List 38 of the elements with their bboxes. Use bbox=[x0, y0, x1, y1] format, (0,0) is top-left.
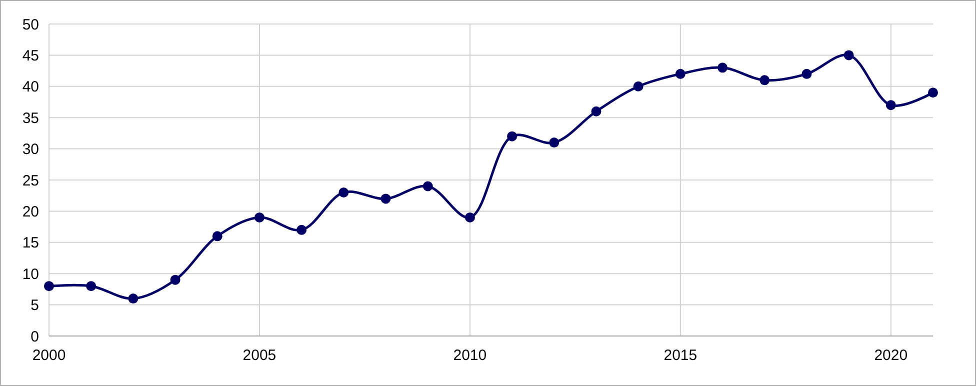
y-tick-label: 30 bbox=[22, 141, 39, 158]
point bbox=[170, 274, 180, 285]
y-tick-label: 10 bbox=[22, 266, 39, 283]
point bbox=[44, 281, 54, 292]
point bbox=[507, 131, 518, 142]
point bbox=[128, 294, 138, 304]
x-tick-label: 2005 bbox=[242, 347, 276, 364]
point bbox=[254, 212, 264, 222]
point bbox=[212, 231, 222, 242]
y-tick-label: 0 bbox=[30, 328, 39, 346]
point bbox=[718, 62, 728, 73]
y-tick-label: 25 bbox=[22, 172, 39, 190]
y-tick-label: 35 bbox=[22, 110, 39, 127]
y-tick-label: 15 bbox=[22, 234, 39, 252]
point bbox=[886, 100, 896, 110]
point bbox=[86, 281, 96, 292]
y-tick-label: 50 bbox=[22, 16, 39, 34]
point bbox=[338, 187, 349, 198]
y-tick-label: 20 bbox=[22, 203, 39, 220]
point bbox=[928, 88, 938, 98]
y-tick-label: 5 bbox=[30, 297, 39, 314]
point bbox=[422, 181, 433, 192]
point bbox=[296, 224, 307, 235]
point bbox=[633, 81, 644, 92]
x-tick-label: 2015 bbox=[664, 347, 698, 364]
point bbox=[802, 68, 812, 79]
point bbox=[464, 212, 475, 222]
y-tick-label: 45 bbox=[22, 47, 39, 64]
point bbox=[675, 68, 686, 79]
y-tick-label: 40 bbox=[22, 78, 39, 96]
x-tick-label: 2010 bbox=[453, 347, 487, 364]
point bbox=[760, 75, 770, 86]
x-tick-label: 2020 bbox=[874, 347, 908, 364]
point bbox=[549, 138, 560, 148]
point bbox=[380, 194, 391, 204]
point bbox=[844, 50, 854, 60]
x-tick-label: 2000 bbox=[32, 347, 66, 364]
point bbox=[591, 106, 602, 116]
